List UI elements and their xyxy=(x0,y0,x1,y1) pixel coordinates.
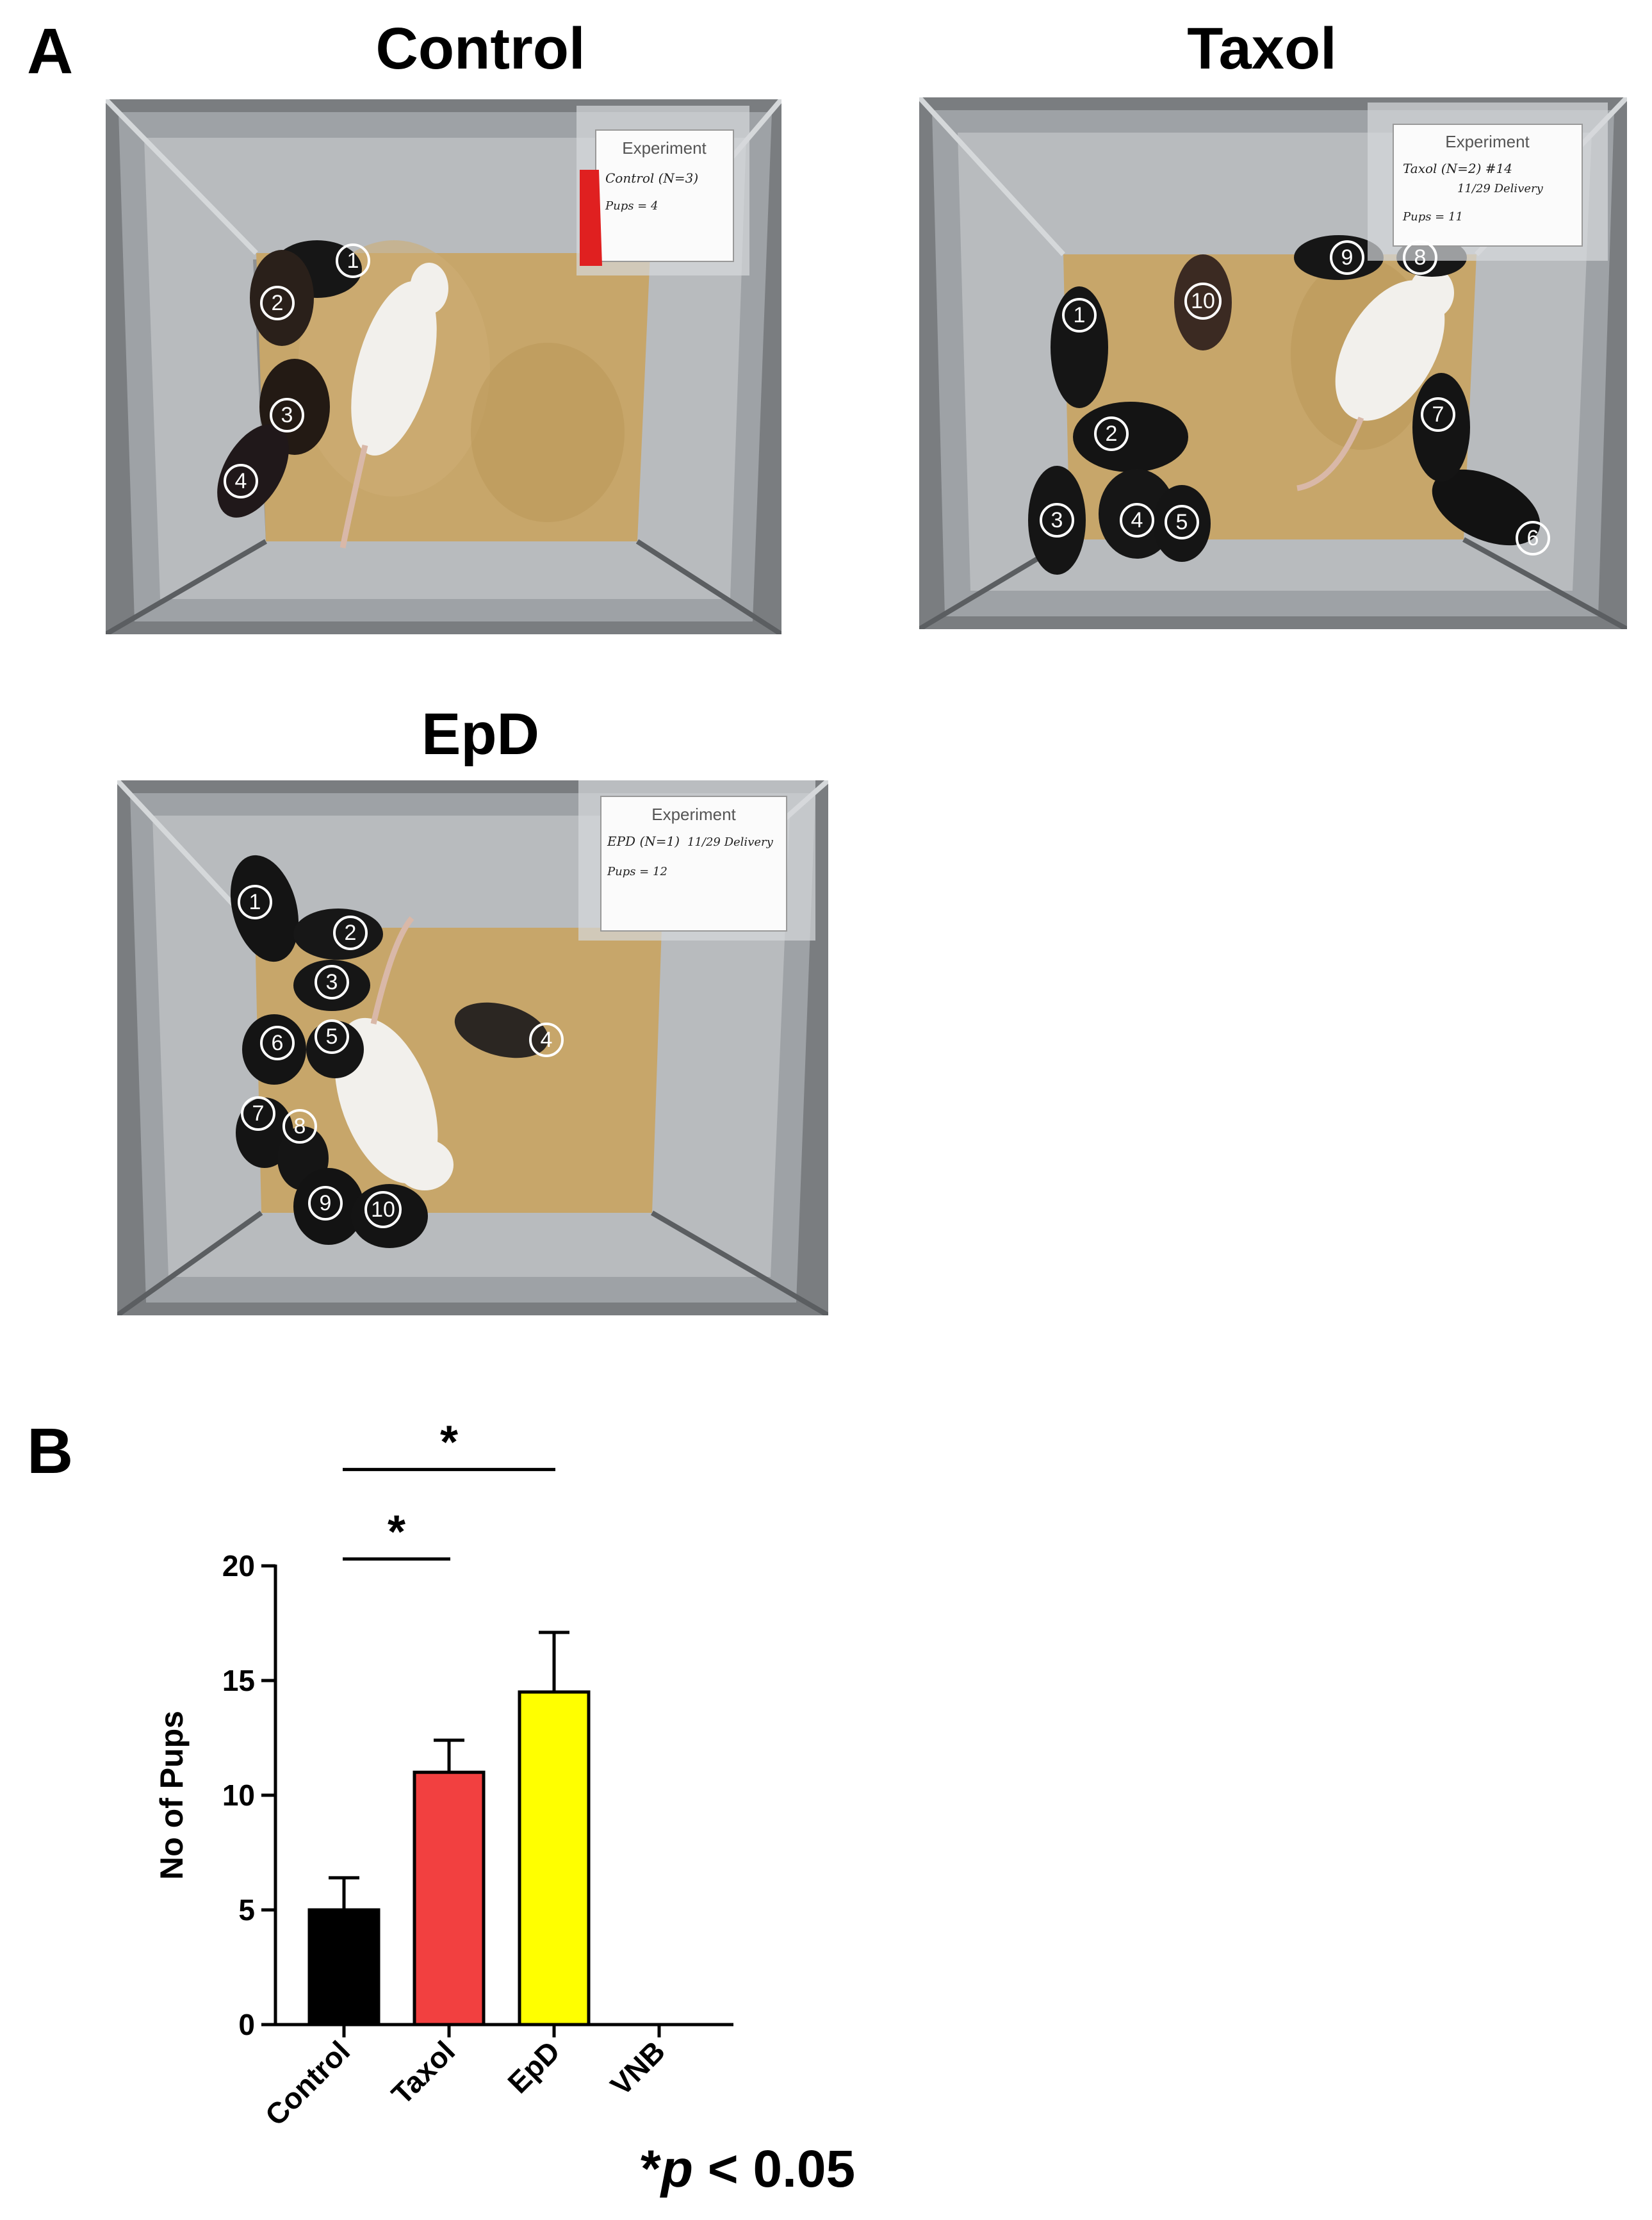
photo-title-taxol: Taxol xyxy=(1187,16,1337,81)
x-tick-label-control: Control xyxy=(259,2034,356,2132)
taxol-cage-photo: Experiment Taxol (N=2) #14 11/29 Deliver… xyxy=(919,97,1627,629)
svg-text:Experiment: Experiment xyxy=(651,805,736,824)
adult-white-mouse xyxy=(339,263,448,548)
svg-text:6: 6 xyxy=(272,1031,284,1055)
y-tick-label: 5 xyxy=(238,1893,255,1927)
experiment-card: Experiment Taxol (N=2) #14 11/29 Deliver… xyxy=(1368,103,1608,261)
svg-text:Experiment: Experiment xyxy=(1445,132,1530,151)
y-axis-title: No of Pups xyxy=(154,1711,190,1880)
panel-a-letter: A xyxy=(27,15,74,87)
svg-text:EPD (N=1): EPD (N=1) xyxy=(607,834,680,849)
svg-text:11/29 Delivery: 11/29 Delivery xyxy=(687,835,774,849)
svg-text:3: 3 xyxy=(326,970,338,994)
svg-text:6: 6 xyxy=(1527,526,1539,550)
control-cage-photo: Experiment Control (N=3) Pups = 4 1 2 3 … xyxy=(106,99,781,634)
y-tick-label: 0 xyxy=(238,2008,255,2041)
svg-text:7: 7 xyxy=(252,1101,265,1126)
pup-number-labels: 1 2 3 4 5 6 7 8 9 10 xyxy=(1040,240,1550,555)
svg-text:1: 1 xyxy=(347,249,359,273)
svg-text:9: 9 xyxy=(1341,245,1353,270)
p-value-note: *p < 0.05 xyxy=(641,2140,856,2198)
significance-star: * xyxy=(440,1417,458,1468)
x-tick-label-epd: EpD xyxy=(501,2034,566,2100)
svg-text:2: 2 xyxy=(1106,422,1118,446)
experiment-card: Experiment EPD (N=1) 11/29 Delivery Pups… xyxy=(578,780,815,941)
svg-text:3: 3 xyxy=(281,403,293,427)
svg-text:4: 4 xyxy=(1131,508,1143,532)
svg-text:2: 2 xyxy=(272,291,284,315)
pups-bar-chart: 0 5 10 15 20 No of Pups Control Taxol EpD VNB * * xyxy=(154,1417,733,2132)
svg-text:Taxol (N=2) #14: Taxol (N=2) #14 xyxy=(1403,161,1512,176)
epd-cage-photo: Experiment EPD (N=1) 11/29 Delivery Pups… xyxy=(117,780,828,1315)
svg-text:Pups = 12: Pups = 12 xyxy=(607,865,667,878)
svg-text:7: 7 xyxy=(1432,402,1444,427)
svg-text:2: 2 xyxy=(345,921,357,945)
adult-white-mouse xyxy=(1296,267,1454,491)
svg-text:4: 4 xyxy=(541,1028,553,1052)
pup-number-labels: 1 2 3 4 xyxy=(224,243,370,498)
svg-text:3: 3 xyxy=(1051,508,1063,532)
panel-b-letter: B xyxy=(27,1415,74,1487)
pup-number-labels: 1 2 3 4 5 6 7 8 9 10 xyxy=(238,885,564,1228)
bar-taxol xyxy=(413,1770,486,2027)
svg-text:Experiment: Experiment xyxy=(622,138,707,158)
svg-text:9: 9 xyxy=(320,1191,332,1215)
bar-epd xyxy=(518,1690,591,2027)
y-tick-label: 15 xyxy=(222,1664,255,1697)
significance-star: * xyxy=(388,1506,405,1558)
svg-text:11/29 Delivery: 11/29 Delivery xyxy=(1457,182,1544,195)
x-tick-label-taxol: Taxol xyxy=(385,2034,461,2110)
svg-text:8: 8 xyxy=(294,1114,306,1139)
svg-text:1: 1 xyxy=(1074,303,1086,327)
svg-text:4: 4 xyxy=(235,469,247,493)
svg-text:Control (N=3): Control (N=3) xyxy=(605,170,698,186)
photo-title-control: Control xyxy=(375,16,585,81)
x-tick-label-vnb: VNB xyxy=(604,2034,671,2101)
experiment-card: Experiment Control (N=3) Pups = 4 xyxy=(577,106,749,275)
y-tick-label: 10 xyxy=(222,1779,255,1812)
y-tick-label: 20 xyxy=(222,1549,255,1583)
photo-title-epd: EpD xyxy=(421,702,539,767)
bar-control xyxy=(307,1908,380,2027)
svg-text:10: 10 xyxy=(371,1197,395,1222)
svg-text:Pups = 11: Pups = 11 xyxy=(1402,210,1463,224)
svg-text:5: 5 xyxy=(1176,510,1188,534)
svg-text:1: 1 xyxy=(249,890,261,914)
svg-text:10: 10 xyxy=(1191,289,1215,313)
svg-text:8: 8 xyxy=(1414,245,1427,270)
svg-text:Pups = 4: Pups = 4 xyxy=(605,199,658,213)
svg-text:5: 5 xyxy=(326,1024,338,1049)
pups xyxy=(230,855,549,1248)
